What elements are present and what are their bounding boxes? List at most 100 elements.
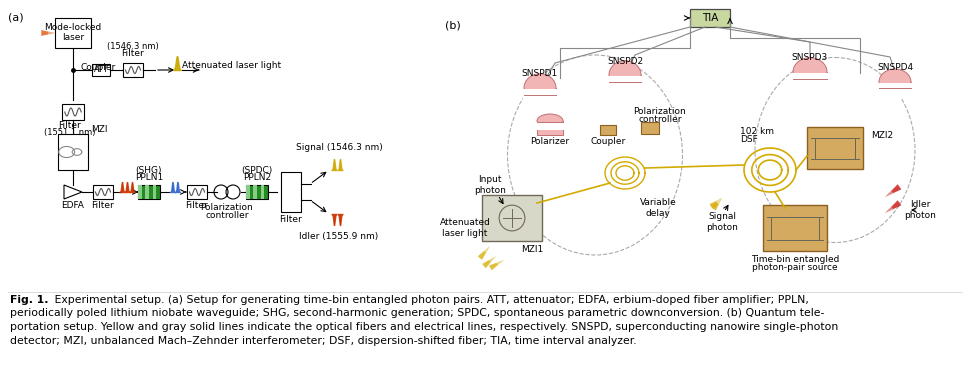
- FancyBboxPatch shape: [878, 82, 910, 88]
- Text: Coupler: Coupler: [590, 138, 625, 147]
- Text: Polarization: Polarization: [633, 107, 686, 116]
- Polygon shape: [488, 256, 495, 262]
- Ellipse shape: [878, 69, 910, 95]
- Text: (a): (a): [8, 12, 23, 22]
- Polygon shape: [478, 246, 489, 260]
- FancyBboxPatch shape: [689, 9, 730, 27]
- Polygon shape: [711, 198, 721, 211]
- FancyBboxPatch shape: [138, 185, 160, 199]
- Polygon shape: [484, 246, 489, 253]
- Text: (1551.1 nm): (1551.1 nm): [45, 129, 96, 138]
- Polygon shape: [715, 198, 721, 203]
- FancyBboxPatch shape: [123, 63, 142, 77]
- Polygon shape: [496, 260, 504, 265]
- Text: SNSPD3: SNSPD3: [791, 54, 828, 62]
- Polygon shape: [482, 256, 495, 268]
- Polygon shape: [64, 185, 82, 199]
- Ellipse shape: [537, 114, 562, 128]
- Polygon shape: [48, 31, 55, 34]
- Text: Fig. 1.: Fig. 1.: [10, 295, 48, 305]
- Text: Idler (1555.9 nm): Idler (1555.9 nm): [299, 231, 378, 240]
- FancyBboxPatch shape: [187, 185, 206, 199]
- FancyBboxPatch shape: [261, 185, 265, 199]
- FancyBboxPatch shape: [600, 125, 615, 135]
- Text: (1546.3 nm): (1546.3 nm): [107, 42, 159, 51]
- Ellipse shape: [793, 58, 827, 86]
- Polygon shape: [42, 30, 55, 36]
- Polygon shape: [715, 198, 721, 204]
- FancyBboxPatch shape: [537, 121, 562, 135]
- FancyBboxPatch shape: [93, 185, 112, 199]
- Ellipse shape: [523, 74, 555, 102]
- FancyBboxPatch shape: [608, 76, 641, 94]
- Text: Attenuated
laser light: Attenuated laser light: [439, 218, 490, 238]
- Text: DSF: DSF: [739, 135, 757, 144]
- Text: Input
photon: Input photon: [474, 175, 506, 195]
- Text: SNSPD2: SNSPD2: [607, 56, 642, 65]
- FancyBboxPatch shape: [806, 127, 862, 169]
- Text: Attenuated laser light: Attenuated laser light: [182, 62, 281, 71]
- Polygon shape: [884, 184, 900, 197]
- Text: PPLN1: PPLN1: [135, 174, 163, 183]
- Text: Signal
photon: Signal photon: [705, 212, 737, 232]
- FancyBboxPatch shape: [536, 122, 563, 130]
- Polygon shape: [488, 260, 504, 270]
- Text: Filter: Filter: [279, 215, 302, 225]
- Text: 102 km: 102 km: [739, 127, 773, 136]
- Ellipse shape: [609, 61, 641, 89]
- FancyBboxPatch shape: [253, 185, 257, 199]
- Text: (SHG): (SHG): [136, 166, 162, 175]
- Text: SNSPD1: SNSPD1: [521, 70, 557, 79]
- Text: detector; MZI, unbalanced Mach–Zehnder interferometer; DSF, dispersion-shifted f: detector; MZI, unbalanced Mach–Zehnder i…: [10, 336, 636, 345]
- Text: Filter: Filter: [121, 50, 144, 59]
- FancyBboxPatch shape: [522, 89, 556, 107]
- Text: EDFA: EDFA: [61, 200, 84, 209]
- Text: Filter: Filter: [58, 121, 81, 130]
- Text: Coupler: Coupler: [81, 64, 116, 73]
- FancyBboxPatch shape: [152, 185, 156, 199]
- FancyBboxPatch shape: [763, 205, 827, 251]
- Text: Signal (1546.3 nm): Signal (1546.3 nm): [296, 144, 382, 152]
- FancyBboxPatch shape: [641, 122, 658, 134]
- Text: Filter: Filter: [185, 200, 208, 209]
- Text: MZI: MZI: [91, 125, 108, 135]
- Polygon shape: [884, 207, 892, 213]
- Text: MZI2: MZI2: [870, 132, 892, 141]
- Text: Filter: Filter: [91, 200, 114, 209]
- Text: Polarizer: Polarizer: [530, 138, 569, 147]
- FancyBboxPatch shape: [281, 172, 300, 212]
- FancyBboxPatch shape: [92, 64, 109, 76]
- Text: Idler
photon: Idler photon: [903, 200, 935, 220]
- FancyBboxPatch shape: [482, 195, 542, 241]
- FancyBboxPatch shape: [246, 185, 267, 199]
- FancyBboxPatch shape: [609, 75, 641, 82]
- Text: Variable
delay: Variable delay: [639, 198, 675, 218]
- FancyBboxPatch shape: [877, 83, 911, 99]
- Text: SNSPD4: SNSPD4: [876, 64, 912, 73]
- FancyBboxPatch shape: [62, 104, 84, 120]
- Text: ATT: ATT: [93, 65, 109, 74]
- Polygon shape: [708, 198, 721, 208]
- Text: controller: controller: [205, 211, 248, 220]
- FancyBboxPatch shape: [793, 72, 827, 79]
- Text: TIA: TIA: [702, 13, 717, 23]
- Polygon shape: [716, 198, 721, 204]
- Text: Time-bin entangled: Time-bin entangled: [750, 256, 838, 265]
- Text: portation setup. Yellow and gray solid lines indicate the optical fibers and ele: portation setup. Yellow and gray solid l…: [10, 322, 837, 332]
- Polygon shape: [884, 200, 900, 213]
- FancyBboxPatch shape: [138, 185, 141, 199]
- Polygon shape: [710, 198, 721, 209]
- FancyBboxPatch shape: [145, 185, 149, 199]
- Polygon shape: [884, 191, 892, 197]
- FancyBboxPatch shape: [246, 185, 249, 199]
- FancyBboxPatch shape: [58, 134, 88, 170]
- Text: photon-pair source: photon-pair source: [751, 263, 837, 273]
- Text: MZI1: MZI1: [520, 245, 543, 254]
- Text: (SPDC): (SPDC): [241, 166, 272, 175]
- Text: Polarization: Polarization: [201, 203, 253, 212]
- FancyBboxPatch shape: [523, 88, 555, 94]
- Text: Experimental setup. (a) Setup for generating time-bin entangled photon pairs. AT: Experimental setup. (a) Setup for genera…: [44, 295, 808, 305]
- Text: laser: laser: [62, 34, 84, 42]
- Text: PPLN2: PPLN2: [242, 174, 270, 183]
- Text: periodically poled lithium niobate waveguide; SHG, second-harmonic generation; S: periodically poled lithium niobate waveg…: [10, 308, 824, 319]
